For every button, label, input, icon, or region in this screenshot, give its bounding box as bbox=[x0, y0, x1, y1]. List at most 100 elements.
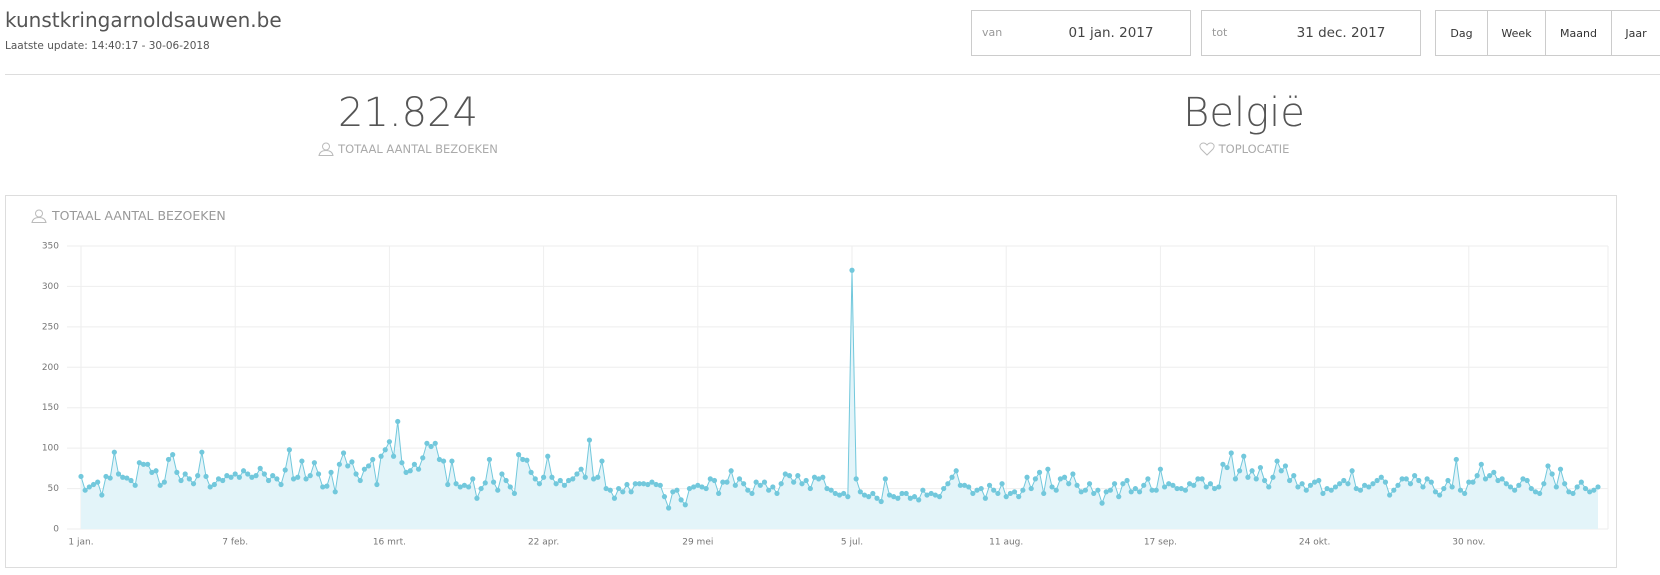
point bbox=[532, 476, 538, 482]
point bbox=[332, 489, 338, 495]
point bbox=[528, 469, 534, 475]
point bbox=[574, 471, 580, 477]
point bbox=[1487, 473, 1493, 479]
point bbox=[1261, 477, 1268, 484]
point bbox=[249, 474, 255, 480]
point bbox=[1541, 481, 1547, 487]
point bbox=[595, 474, 601, 480]
point bbox=[211, 481, 217, 488]
point bbox=[1470, 479, 1476, 485]
point bbox=[920, 487, 926, 493]
point bbox=[1516, 482, 1522, 488]
period-button[interactable]: Week bbox=[1487, 10, 1546, 56]
point bbox=[1499, 476, 1505, 482]
x-tick-label: 5 jul. bbox=[841, 538, 863, 548]
point bbox=[1078, 489, 1084, 495]
period-button[interactable]: Dag bbox=[1435, 10, 1488, 56]
point bbox=[82, 487, 88, 493]
point bbox=[428, 443, 434, 450]
point bbox=[1357, 487, 1364, 493]
point bbox=[1591, 487, 1597, 493]
point bbox=[957, 482, 963, 488]
point bbox=[653, 481, 659, 488]
y-tick-label: 100 bbox=[42, 444, 59, 454]
period-button[interactable]: Maand bbox=[1545, 10, 1612, 56]
point bbox=[811, 474, 818, 480]
point bbox=[320, 484, 326, 490]
point bbox=[261, 471, 267, 477]
point bbox=[599, 458, 605, 464]
point bbox=[228, 474, 234, 480]
x-tick-label: 30 nov. bbox=[1452, 538, 1485, 548]
point bbox=[182, 471, 188, 477]
point bbox=[907, 495, 913, 501]
point bbox=[520, 456, 526, 463]
point bbox=[945, 481, 951, 487]
point bbox=[440, 458, 447, 464]
point bbox=[390, 453, 397, 459]
point bbox=[1057, 476, 1063, 482]
chart-title: TOTAAL AANTAL BEZOEKEN bbox=[31, 208, 226, 223]
point bbox=[911, 494, 918, 500]
point bbox=[311, 460, 317, 466]
y-tick-label: 50 bbox=[48, 484, 60, 494]
point bbox=[1399, 476, 1405, 482]
point bbox=[411, 461, 418, 467]
point bbox=[86, 484, 92, 490]
point bbox=[199, 449, 205, 455]
point bbox=[611, 495, 618, 501]
point bbox=[936, 494, 943, 500]
point bbox=[215, 476, 222, 482]
stat-caption: TOTAAL AANTAL BEZOEKEN bbox=[158, 142, 658, 156]
point bbox=[728, 468, 734, 474]
point bbox=[136, 460, 142, 466]
point bbox=[345, 463, 351, 469]
point bbox=[1362, 482, 1368, 488]
point bbox=[165, 456, 172, 463]
point bbox=[1378, 474, 1384, 480]
point bbox=[841, 490, 847, 497]
point bbox=[290, 476, 297, 482]
date-from[interactable]: van 01 jan. 2017 bbox=[971, 10, 1191, 56]
to-value: 31 dec. 2017 bbox=[1296, 25, 1386, 41]
x-tick-label: 17 sep. bbox=[1144, 538, 1177, 548]
point bbox=[941, 485, 947, 492]
point bbox=[1445, 477, 1451, 484]
point bbox=[303, 476, 309, 482]
point bbox=[970, 490, 976, 497]
point bbox=[632, 481, 638, 487]
point bbox=[1366, 484, 1372, 490]
point bbox=[1291, 473, 1297, 479]
point bbox=[1416, 477, 1422, 484]
point bbox=[1286, 477, 1293, 484]
point bbox=[1507, 484, 1514, 490]
point bbox=[1232, 476, 1239, 482]
point bbox=[953, 468, 959, 474]
point bbox=[978, 485, 984, 492]
x-tick-label: 1 jan. bbox=[68, 538, 93, 548]
period-button[interactable]: Jaar bbox=[1611, 10, 1660, 56]
stat-value: 21.824 bbox=[338, 90, 478, 136]
point bbox=[557, 477, 563, 484]
point bbox=[1116, 494, 1122, 500]
point bbox=[778, 481, 784, 487]
point bbox=[111, 449, 117, 455]
point bbox=[1491, 469, 1497, 475]
point bbox=[1595, 484, 1601, 490]
from-value: 01 jan. 2017 bbox=[1068, 25, 1154, 41]
date-to[interactable]: tot 31 dec. 2017 bbox=[1201, 10, 1421, 56]
x-tick-label: 7 feb. bbox=[222, 538, 248, 548]
point bbox=[1453, 456, 1459, 463]
point bbox=[282, 467, 288, 473]
point bbox=[1395, 482, 1401, 488]
point bbox=[916, 497, 922, 503]
point bbox=[832, 490, 838, 497]
point bbox=[716, 490, 722, 497]
point bbox=[1132, 485, 1138, 492]
point bbox=[882, 476, 888, 482]
point bbox=[1086, 481, 1093, 487]
point bbox=[511, 490, 518, 497]
point bbox=[853, 476, 859, 482]
point bbox=[270, 473, 276, 479]
